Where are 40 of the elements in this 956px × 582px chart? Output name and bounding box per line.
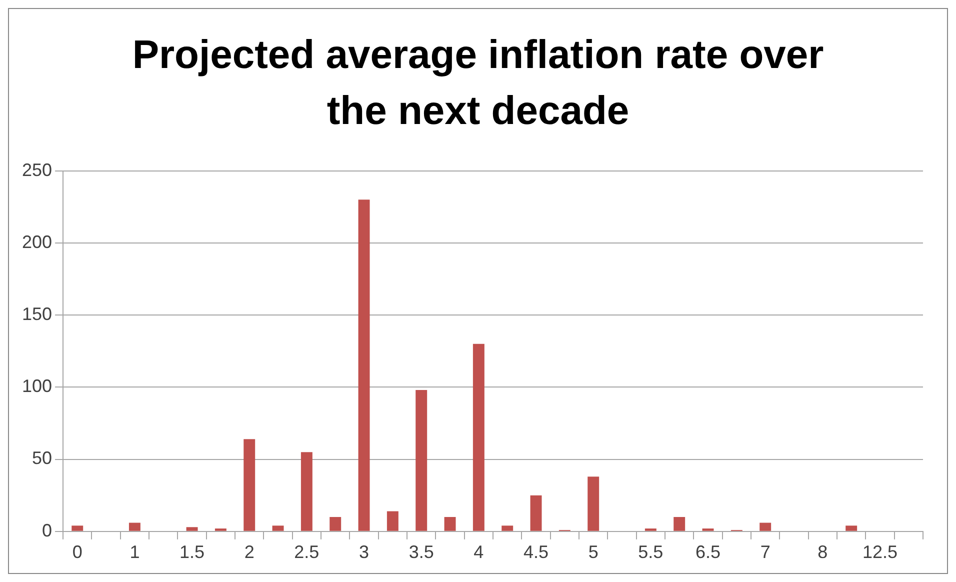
bar (588, 476, 600, 531)
x-tick-label: 8 (818, 542, 828, 562)
bar (444, 516, 456, 531)
bar (128, 522, 140, 531)
chart-title: Projected average inflation rate over the next decade (131, 32, 825, 135)
x-tick-label: 2 (244, 542, 254, 562)
y-tick-label: 200 (22, 232, 52, 252)
bar (472, 344, 484, 531)
x-tick-label: 3.5 (408, 542, 434, 562)
bar (502, 526, 514, 531)
bar (416, 390, 428, 531)
x-tick-label: 1 (130, 542, 140, 562)
bar (386, 511, 398, 531)
bar (300, 452, 312, 531)
bar (186, 527, 198, 531)
bar (72, 526, 84, 531)
x-tick-label: 7 (760, 542, 770, 562)
x-tick-label: 2.5 (294, 542, 320, 562)
bar (530, 495, 542, 531)
x-tick-label: 1.5 (180, 542, 205, 562)
bar (674, 516, 686, 531)
x-tick-label: 5 (588, 542, 598, 562)
y-tick-label: 0 (42, 520, 52, 540)
y-tick-label: 50 (32, 448, 52, 468)
bar (330, 516, 342, 531)
x-tick-label: 5.5 (638, 542, 664, 562)
x-tick-label: 6.5 (695, 542, 721, 562)
x-tick-label: 4 (474, 542, 484, 562)
x-tick-label: 12.5 (862, 542, 898, 562)
bar (244, 439, 256, 531)
bar (846, 526, 858, 531)
x-tick-label: 0 (72, 542, 82, 562)
bar (272, 526, 284, 531)
bar (358, 200, 370, 531)
x-tick-label: 3 (359, 542, 370, 562)
y-tick-label: 150 (22, 304, 52, 324)
y-tick-label: 100 (22, 376, 52, 396)
y-tick-label: 250 (22, 160, 52, 180)
bar (760, 522, 772, 531)
x-tick-label: 4.5 (524, 542, 549, 562)
